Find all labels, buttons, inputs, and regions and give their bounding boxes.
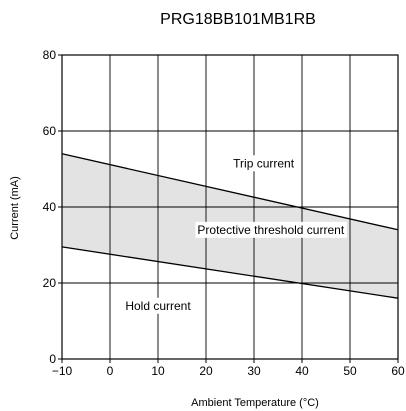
x-tick-label: −10 <box>52 364 73 378</box>
trip-current-label: Trip current <box>233 156 295 170</box>
x-tick-label: 20 <box>199 364 213 378</box>
x-tick-label: 50 <box>343 364 357 378</box>
trip-current-label-bg <box>231 155 297 172</box>
x-axis-label: Ambient Temperature (°C) <box>191 397 319 409</box>
protective-threshold-current-label-bg <box>195 221 347 238</box>
hold-current-label-bg <box>123 297 194 314</box>
hold-current-label: Hold current <box>125 299 191 313</box>
trip-current-line <box>61 153 399 231</box>
x-tick-label: 10 <box>151 364 165 378</box>
hold-current-line <box>61 246 399 299</box>
y-tick-label: 60 <box>43 124 57 138</box>
y-axis-label: Current (mA) <box>9 176 21 240</box>
chart-title: PRG18BB101MB1RB <box>160 11 316 28</box>
y-tick-label: 80 <box>43 48 57 62</box>
x-tick-label: 60 <box>391 364 405 378</box>
protective-threshold-current-label: Protective threshold current <box>197 223 344 237</box>
x-tick-label: 40 <box>295 364 309 378</box>
y-tick-label: 40 <box>43 200 57 214</box>
x-tick-label: 0 <box>107 364 114 378</box>
x-tick-label: 30 <box>247 364 261 378</box>
y-tick-label: 0 <box>49 352 56 366</box>
y-tick-label: 20 <box>43 276 57 290</box>
